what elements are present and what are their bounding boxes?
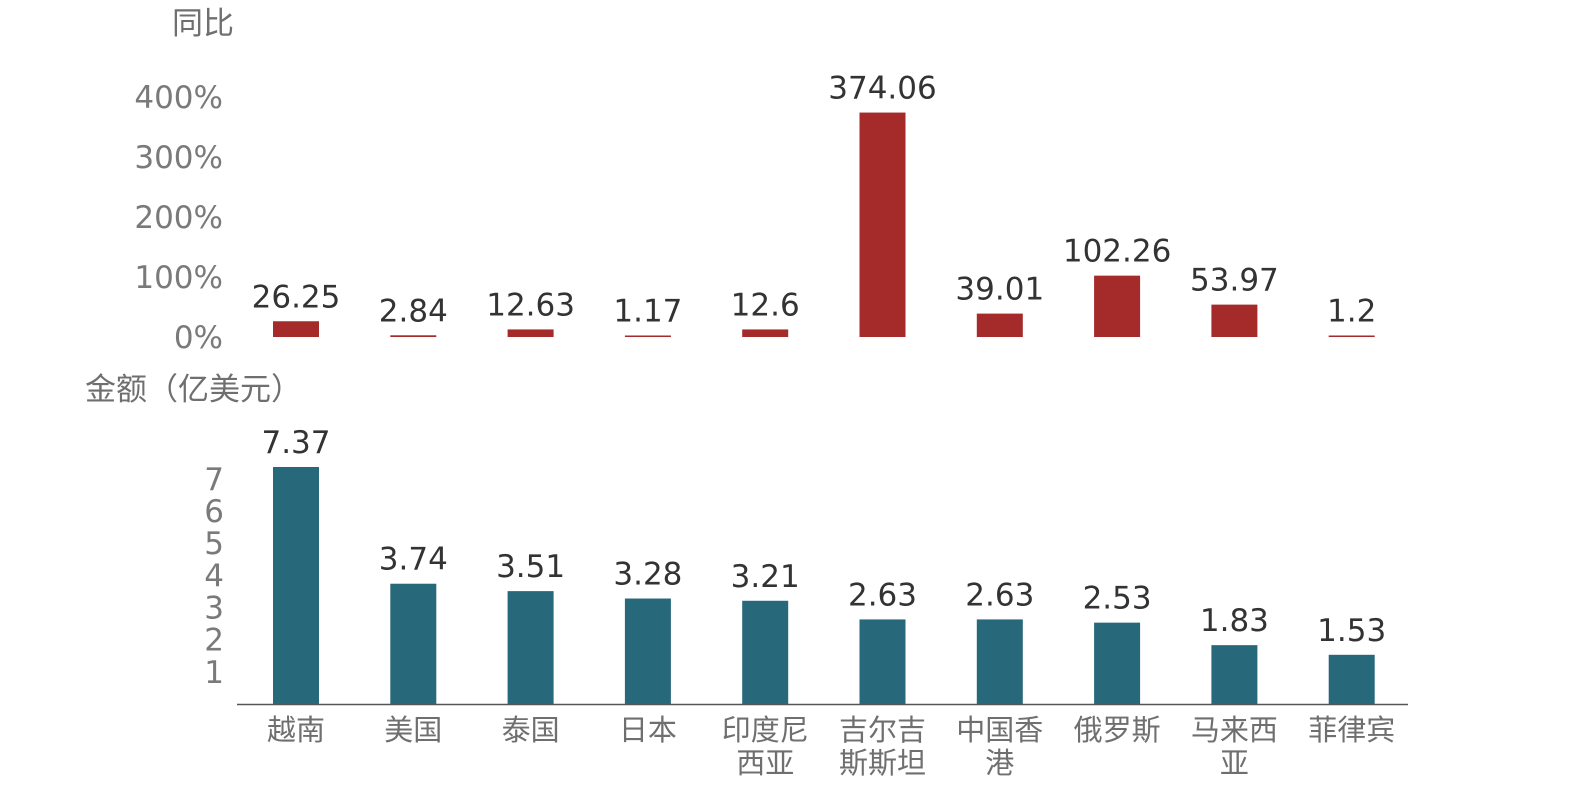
yoy-bars xyxy=(273,112,1375,338)
yoy-value-label: 1.2 xyxy=(1327,294,1376,330)
amount-bars xyxy=(273,467,1375,704)
amount-bar xyxy=(624,598,671,704)
yoy-bar xyxy=(624,335,671,337)
amount-value-label: 3.51 xyxy=(496,549,565,585)
category-label: 越南 xyxy=(267,713,325,747)
amount-bar xyxy=(859,619,906,704)
yoy-value-label: 12.6 xyxy=(731,287,800,323)
amount-value-label: 3.28 xyxy=(613,557,682,593)
amount-bar xyxy=(273,467,319,704)
yoy-y-tick-label: 0% xyxy=(174,320,223,356)
category-label-line: 中国香 xyxy=(956,713,1043,747)
yoy-bar xyxy=(742,329,789,337)
category-label-line: 菲律宾 xyxy=(1308,713,1395,747)
category-label-line: 西亚 xyxy=(736,746,794,780)
amount-y-tick-label: 6 xyxy=(204,494,224,530)
yoy-bar xyxy=(1211,304,1258,337)
yoy-bar xyxy=(390,335,437,337)
yoy-bar xyxy=(507,329,554,337)
amount-value-label: 2.63 xyxy=(965,577,1034,613)
amount-value-label: 2.63 xyxy=(848,577,917,613)
category-label: 吉尔吉斯斯坦 xyxy=(839,713,926,780)
amount-bar xyxy=(1211,645,1258,704)
category-label-line: 亚 xyxy=(1220,746,1249,780)
category-label-line: 斯斯坦 xyxy=(839,746,926,780)
amount-value-label: 3.21 xyxy=(731,559,800,595)
category-label: 印度尼西亚 xyxy=(722,713,809,780)
category-label: 中国香港 xyxy=(956,713,1043,780)
category-label: 泰国 xyxy=(502,713,560,747)
amount-value-label: 1.83 xyxy=(1200,603,1269,639)
amount-y-tick-label: 2 xyxy=(204,623,224,659)
category-label-line: 泰国 xyxy=(502,713,560,747)
amount-y-tick-label: 5 xyxy=(204,526,224,562)
amount-y-tick-label: 7 xyxy=(204,462,224,498)
category-label-line: 越南 xyxy=(267,713,325,747)
amount-bar xyxy=(1328,654,1375,704)
category-label-line: 美国 xyxy=(384,713,442,747)
amount-y-tick-label: 4 xyxy=(204,558,224,594)
yoy-value-label: 2.84 xyxy=(379,293,448,329)
category-label-line: 印度尼 xyxy=(722,713,809,747)
yoy-y-tick-label: 100% xyxy=(134,260,223,296)
yoy-y-tick-label: 200% xyxy=(134,200,223,236)
category-label: 俄罗斯 xyxy=(1074,713,1161,747)
yoy-y-tick-label: 400% xyxy=(134,80,223,116)
amount-bar xyxy=(390,583,437,704)
yoy-value-label: 53.97 xyxy=(1190,263,1279,299)
yoy-bar xyxy=(273,321,319,337)
amount-y-tick-label: 1 xyxy=(204,655,224,691)
amount-data-labels: 7.37 3.74 3.51 3.28 3.21 2.63 2.63 2.53 1.83 1.53 xyxy=(261,425,1386,649)
yoy-bar xyxy=(1328,335,1375,337)
amount-y-tick-label: 3 xyxy=(204,591,224,627)
yoy-value-label: 39.01 xyxy=(955,272,1044,308)
amount-bar xyxy=(1094,622,1141,704)
yoy-axis-title: 同比 xyxy=(172,6,234,42)
category-label-line: 港 xyxy=(985,746,1014,780)
yoy-bar xyxy=(859,112,906,338)
yoy-bar xyxy=(1094,275,1141,337)
amount-value-label: 7.37 xyxy=(261,425,330,461)
yoy-value-label: 12.63 xyxy=(486,287,575,323)
yoy-value-label: 374.06 xyxy=(828,71,936,107)
category-label: 日本 xyxy=(619,713,677,747)
amount-value-label: 2.53 xyxy=(1083,581,1152,617)
category-label: 马来西亚 xyxy=(1191,713,1278,780)
amount-value-label: 1.53 xyxy=(1317,613,1386,649)
category-label-line: 俄罗斯 xyxy=(1074,713,1161,747)
yoy-value-label: 1.17 xyxy=(613,294,682,330)
yoy-y-tick-label: 300% xyxy=(134,140,223,176)
yoy-y-ticks: 0% 100% 200% 300% 400% xyxy=(134,80,223,356)
yoy-value-label: 26.25 xyxy=(252,279,341,315)
amount-bar xyxy=(742,600,789,704)
yoy-value-label: 102.26 xyxy=(1063,234,1171,270)
amount-value-label: 3.74 xyxy=(379,542,448,578)
yoy-bar xyxy=(976,313,1023,337)
amount-bar xyxy=(976,619,1023,704)
amount-bar xyxy=(507,591,554,704)
yoy-data-labels: 26.25 2.84 12.63 1.17 12.6 374.06 39.01 102.26 5… xyxy=(252,71,1377,330)
category-label-line: 吉尔吉 xyxy=(839,713,926,747)
amount-axis-title: 金额（亿美元） xyxy=(85,372,302,408)
category-label-line: 日本 xyxy=(619,713,677,747)
category-label: 菲律宾 xyxy=(1308,713,1395,747)
category-label-line: 马来西 xyxy=(1191,713,1278,747)
category-label: 美国 xyxy=(384,713,442,747)
